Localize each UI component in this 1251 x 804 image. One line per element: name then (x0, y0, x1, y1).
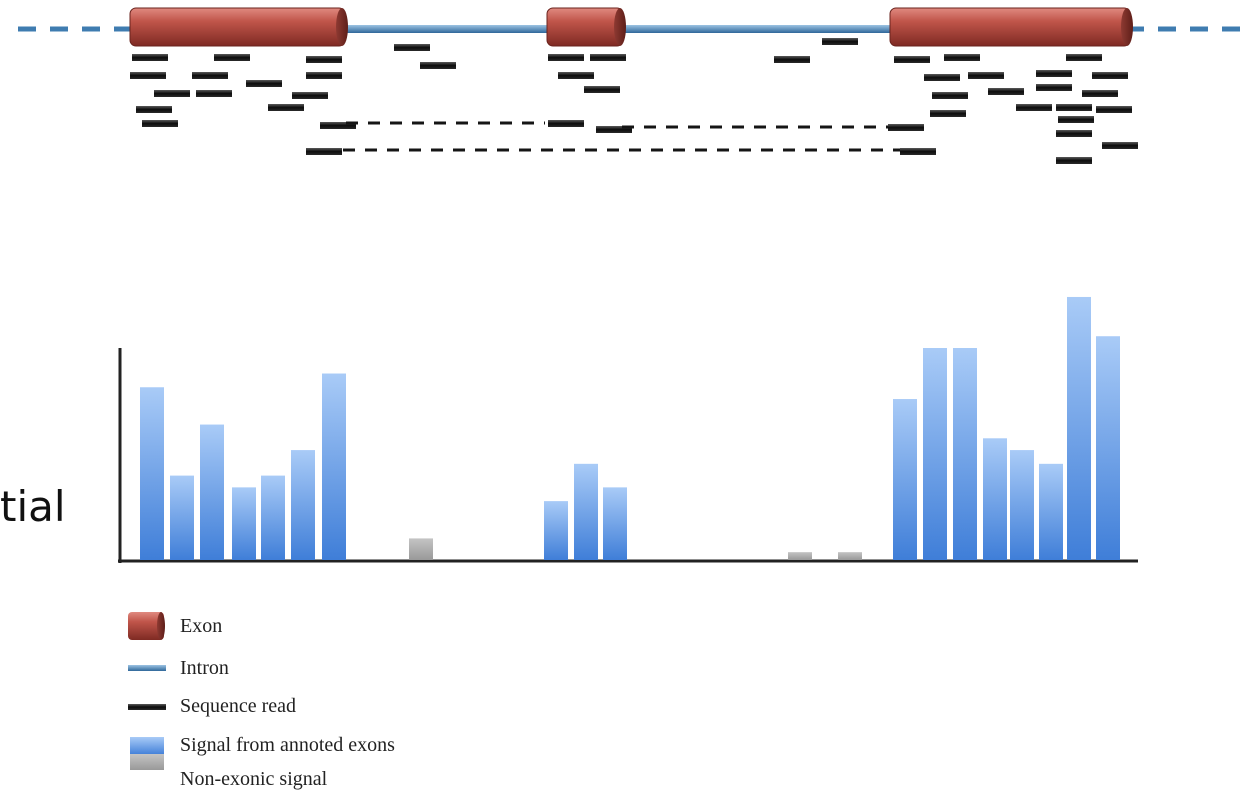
sequence-read (1036, 70, 1072, 77)
sequence-read (932, 92, 968, 99)
sequence-read (1058, 116, 1094, 123)
sequence-read (214, 54, 250, 61)
sequence-read (1036, 84, 1072, 91)
sequence-read-icon (128, 704, 166, 710)
legend-item-non-exonic-signal: Non-exonic signal (128, 765, 548, 793)
legend-label-non-exonic-signal: Non-exonic signal (180, 768, 328, 790)
sequence-read (548, 120, 584, 127)
legend-swatches (128, 612, 166, 770)
sequence-read (320, 122, 356, 129)
legend-label-intron: Intron (180, 657, 229, 679)
sequence-read (154, 90, 190, 97)
exonic-signal-bar (923, 348, 947, 560)
exonic-signal-bar (574, 463, 598, 560)
sequence-read (774, 56, 810, 63)
sequence-read (1082, 90, 1118, 97)
exonic-signal-bar (322, 373, 346, 560)
exonic-signal-bar (1010, 450, 1034, 560)
sequence-read (136, 106, 172, 113)
sequence-read (1102, 142, 1138, 149)
exonic-signal-bar (953, 348, 977, 560)
exonic-signal-bar (544, 501, 568, 560)
non-exonic-signal-bar (788, 552, 812, 560)
sequence-read (132, 54, 168, 61)
sequence-read (548, 54, 584, 61)
sequence-read (584, 86, 620, 93)
sequence-read (1092, 72, 1128, 79)
non-exonic-signal-bar (838, 552, 862, 560)
sequence-read (292, 92, 328, 99)
exonic-signal-bar (1067, 296, 1091, 560)
non-exonic-signal-icon (130, 754, 164, 770)
non-exonic-signal-bar (409, 538, 433, 560)
sequence-read (558, 72, 594, 79)
sequence-read (596, 126, 632, 133)
exonic-signal-bar (232, 487, 256, 560)
sequence-read (1056, 157, 1092, 164)
sequence-read (924, 74, 960, 81)
legend-item-intron: Intron (128, 654, 548, 682)
sequence-read (246, 80, 282, 87)
gene-model (18, 7, 1251, 47)
sequence-read (192, 72, 228, 79)
sequence-read (1016, 104, 1052, 111)
side-text-fragment: tial (0, 482, 66, 531)
sequence-read (420, 62, 456, 69)
sequence-read (1096, 106, 1132, 113)
legend-label-exonic-signal: Signal from annoted exons (180, 734, 395, 756)
exon-1 (129, 7, 348, 47)
sequence-read (394, 44, 430, 51)
exon-2 (546, 7, 626, 47)
exon-icon (128, 612, 165, 640)
sequence-read (888, 124, 924, 131)
exonic-signal-bar (261, 475, 285, 560)
intron-1 (340, 25, 552, 33)
legend-item-exonic-signal: Signal from annoted exons (128, 731, 548, 759)
exonic-signal-bar (983, 438, 1007, 560)
legend-item-sequence-read: Sequence read (128, 692, 548, 720)
sequence-read (1056, 104, 1092, 111)
sequence-read (130, 72, 166, 79)
exonic-signal-bar (1096, 336, 1120, 560)
sequence-read (822, 38, 858, 45)
sequence-read (306, 148, 342, 155)
exonic-signal-icon (130, 737, 164, 755)
sequence-read (142, 120, 178, 127)
exonic-signal-bar (170, 475, 194, 560)
exonic-signal-bar (140, 387, 164, 560)
sequence-read (900, 148, 936, 155)
sequence-read (930, 110, 966, 117)
exonic-signal-bar (200, 424, 224, 560)
sequence-read (988, 88, 1024, 95)
sequence-read (196, 90, 232, 97)
sequence-read (306, 72, 342, 79)
sequence-read (1056, 130, 1092, 137)
sequence-read (944, 54, 980, 61)
coverage-bars (140, 296, 1120, 560)
sequence-read (968, 72, 1004, 79)
sequence-read (306, 56, 342, 63)
exonic-signal-bar (893, 399, 917, 560)
sequence-reads (130, 38, 1138, 164)
exon-3 (889, 7, 1133, 47)
exonic-signal-bar (603, 487, 627, 560)
sequence-read (1066, 54, 1102, 61)
coverage-chart (118, 296, 1138, 563)
sequence-read (268, 104, 304, 111)
legend-label-sequence-read: Sequence read (180, 695, 297, 717)
sequence-read (894, 56, 930, 63)
intron-icon (128, 665, 166, 671)
spliced-reads (343, 121, 900, 152)
exonic-signal-bar (291, 450, 315, 560)
intron-2 (618, 25, 894, 33)
sequence-read (590, 54, 626, 61)
legend-label-exon: Exon (180, 615, 223, 637)
exonic-signal-bar (1039, 463, 1063, 560)
legend-item-exon: Exon (128, 612, 548, 640)
